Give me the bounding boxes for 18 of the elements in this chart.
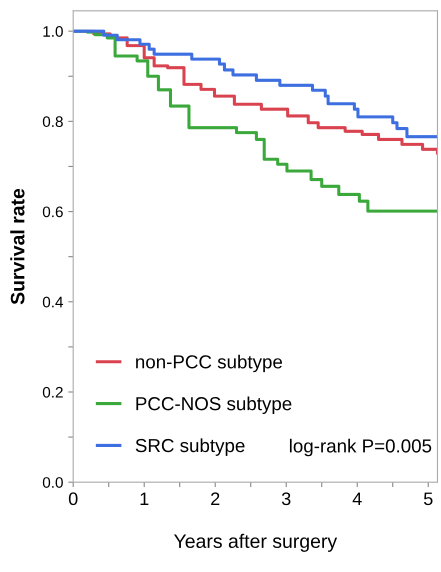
y-tick-label: 0.4 [42,296,64,308]
y-tick-label: 0.2 [42,386,63,398]
x-axis-title: Years after surgery [174,534,338,552]
y-tick-label: 0.8 [42,116,63,128]
y-tick-label: 0.0 [42,477,63,488]
legend-label: SRC subtype [136,438,244,456]
x-tick-label: 0 [68,492,78,506]
x-tick-label: 1 [140,492,148,506]
y-tick-label: 0.6 [42,206,63,218]
annotation: log-rank P=0.005 [290,438,432,456]
y-axis-title: Survival rate [10,188,25,304]
x-tick-label: 4 [352,492,362,506]
y-tick-label: 1.0 [43,26,63,37]
x-tick-label: 5 [424,492,433,506]
legend-label: non-PCC subtype [136,354,282,372]
legend-label: PCC-NOS subtype [136,396,292,414]
x-tick-label: 2 [211,492,220,506]
x-tick-label: 3 [282,492,290,506]
